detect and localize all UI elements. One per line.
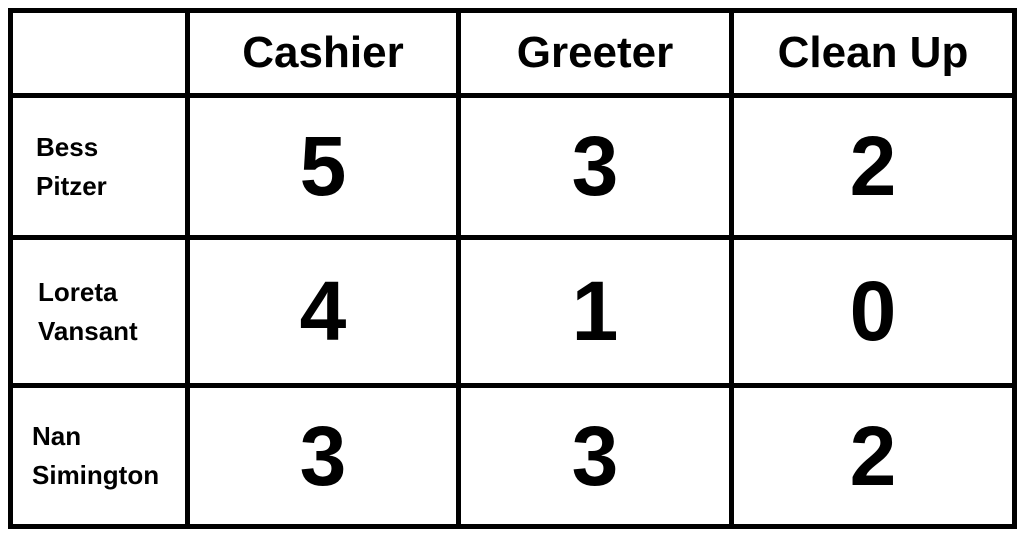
table-cell-value: 2 [849,408,897,503]
table-cell-value: 1 [571,264,619,358]
table-row-divider [8,235,1017,240]
table-row-divider [8,93,1017,98]
table-border-bottom [8,524,1017,529]
column-header-greeter: Greeter [516,28,674,77]
table-cell-value: 3 [571,408,619,503]
row-label-line: Bess [36,131,99,162]
table-border-right [1012,8,1017,529]
column-header-clean-up: Clean Up [777,28,969,77]
table-cell-value: 3 [299,408,347,503]
table-column-divider [185,8,190,529]
row-label-line: Loreta [38,276,118,307]
table-row-divider [8,383,1017,388]
row-label-line: Vansant [38,315,138,346]
table-cell-value: 0 [849,264,897,358]
table-column-divider [729,8,734,529]
corner-cell [13,13,185,93]
row-label-line: Nan [32,421,82,451]
table-border-left [8,8,13,529]
table-cell-value: 2 [849,119,897,213]
table-cell-value: 5 [299,119,347,213]
table-cell-value: 3 [571,119,619,213]
row-label-bess-pitzer: Bess Pitzer [36,98,185,235]
row-label-loreta-vansant: Loreta Vansant [38,240,185,383]
table-column-divider [456,8,461,529]
column-header-cashier: Cashier [242,28,404,77]
row-label-nan-simington: Nan Simington [32,388,185,524]
row-label-line: Pitzer [36,170,107,201]
row-label-line: Simington [32,460,160,490]
table-cell-value: 4 [299,264,347,358]
table-border-top [8,8,1017,13]
